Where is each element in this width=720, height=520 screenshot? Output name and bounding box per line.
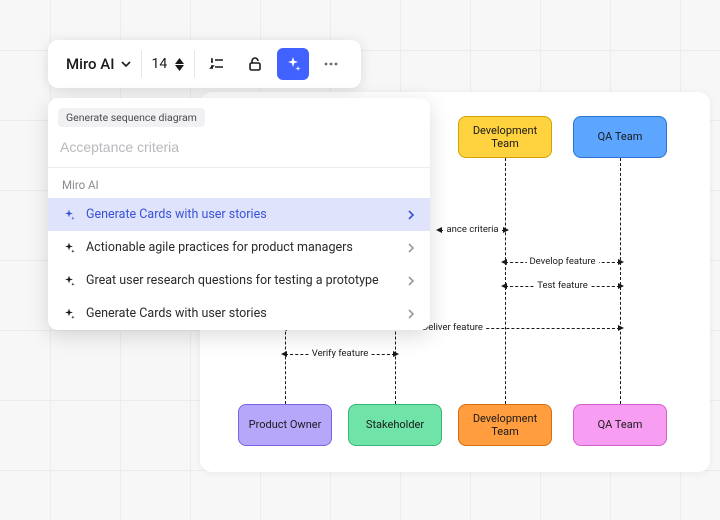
sparkle-icon [62,241,76,255]
sparkle-icon [62,208,76,222]
sequence-actor-node[interactable]: Development Team [458,116,552,158]
chevron-right-icon [406,276,416,286]
font-size-value: 14 [152,56,168,72]
arrowhead-icon [281,351,287,357]
arrowhead-icon [503,227,509,233]
context-chip[interactable]: Generate sequence diagram [58,108,205,127]
ai-sparkle-button[interactable] [277,48,309,80]
sequence-actor-node[interactable]: Product Owner [238,404,332,446]
sparkle-icon [62,307,76,321]
font-size-control[interactable]: 14 [152,56,185,72]
suggestion-label: Great user research questions for testin… [86,273,379,288]
sequence-message-label: Test feature [534,280,591,291]
arrowhead-icon [618,325,624,331]
prompt-input[interactable] [48,133,430,167]
stepper-down-icon[interactable] [175,65,184,71]
sequence-message-label: Verify feature [309,348,371,359]
popup-section-label: Miro AI [48,168,430,198]
chevron-down-icon [121,59,131,69]
sparkle-icon [62,274,76,288]
unlock-icon [246,55,264,73]
list-numbered-icon [208,55,226,73]
numbered-list-button[interactable] [201,48,233,80]
ai-dropdown-button[interactable]: Miro AI [66,55,131,73]
arrowhead-icon [501,283,507,289]
more-icon [322,55,340,73]
suggestion-label: Generate Cards with user stories [86,306,267,321]
suggestions-list: Generate Cards with user stories Actionab… [48,198,430,330]
lifeline [620,158,621,404]
arrowhead-icon [393,351,399,357]
arrowhead-icon [618,259,624,265]
chevron-right-icon [406,309,416,319]
sequence-actor-node[interactable]: QA Team [573,116,667,158]
arrowhead-icon [436,227,442,233]
ai-dropdown-label: Miro AI [66,55,115,73]
arrowhead-icon [618,283,624,289]
more-button[interactable] [315,48,347,80]
sparkle-icon [284,55,302,73]
sequence-message-label: ance criteria [443,224,501,235]
suggestion-item[interactable]: Generate Cards with user stories [48,198,430,231]
ai-suggestions-popup: Generate sequence diagram Miro AI Genera… [48,98,430,330]
suggestion-label: Generate Cards with user stories [86,207,267,222]
sequence-actor-node[interactable]: Stakeholder [348,404,442,446]
font-size-stepper[interactable] [175,58,184,71]
suggestion-item[interactable]: Actionable agile practices for product m… [48,231,430,264]
suggestion-label: Actionable agile practices for product m… [86,240,353,255]
suggestion-item[interactable]: Generate Cards with user stories [48,297,430,330]
chevron-right-icon [406,243,416,253]
arrowhead-icon [501,259,507,265]
chevron-right-icon [406,210,416,220]
sequence-actor-node[interactable]: QA Team [573,404,667,446]
sequence-actor-node[interactable]: Development Team [458,404,552,446]
floating-toolbar: Miro AI 14 [48,40,361,88]
sequence-message-label: Develop feature [526,256,598,267]
suggestion-item[interactable]: Great user research questions for testin… [48,264,430,297]
lifeline [505,158,506,404]
unlock-button[interactable] [239,48,271,80]
stepper-up-icon[interactable] [175,58,184,64]
